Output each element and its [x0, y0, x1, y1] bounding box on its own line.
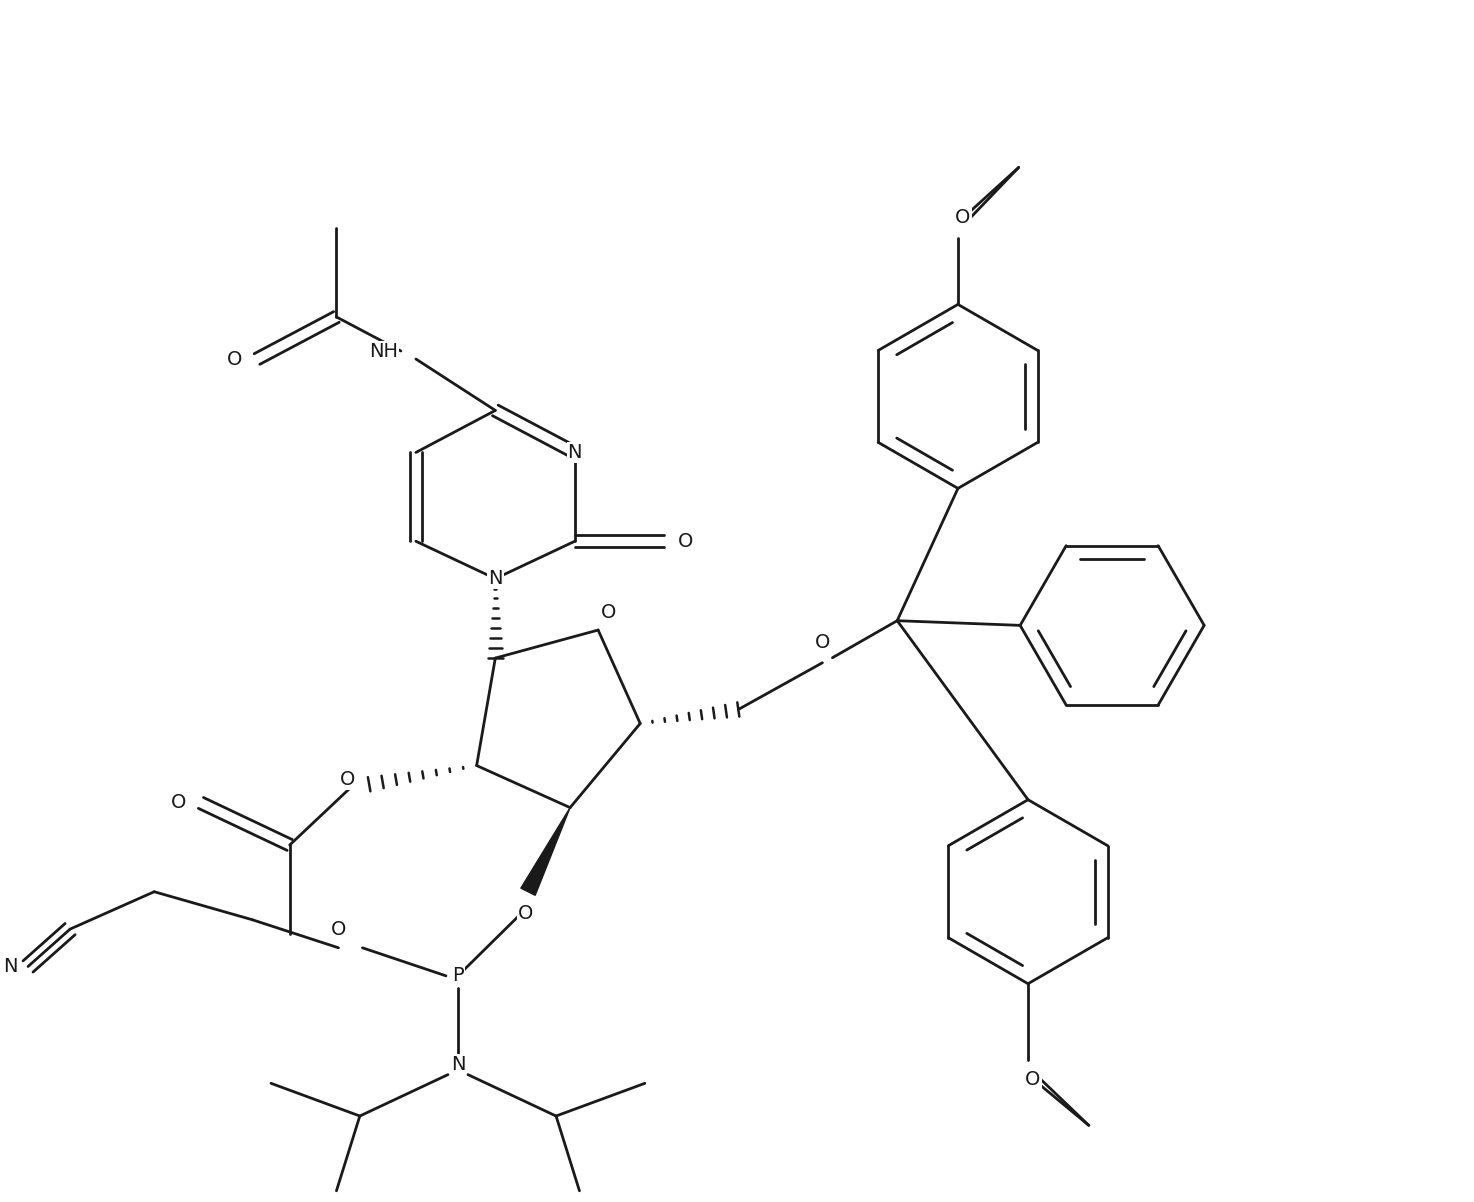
Text: NH: NH [370, 341, 398, 361]
Text: O: O [227, 350, 243, 369]
Text: O: O [330, 921, 346, 939]
Text: O: O [600, 602, 616, 621]
Text: N: N [488, 569, 503, 588]
Text: O: O [1026, 1071, 1041, 1089]
Polygon shape [520, 808, 570, 895]
Text: N: N [451, 1055, 466, 1075]
Text: N: N [3, 957, 18, 976]
Text: O: O [519, 904, 534, 923]
Text: O: O [678, 531, 693, 551]
Text: O: O [171, 793, 187, 813]
Text: N: N [567, 444, 582, 462]
Text: P: P [453, 966, 464, 986]
Text: O: O [955, 208, 971, 227]
Text: O: O [339, 769, 355, 789]
Text: O: O [815, 633, 830, 653]
